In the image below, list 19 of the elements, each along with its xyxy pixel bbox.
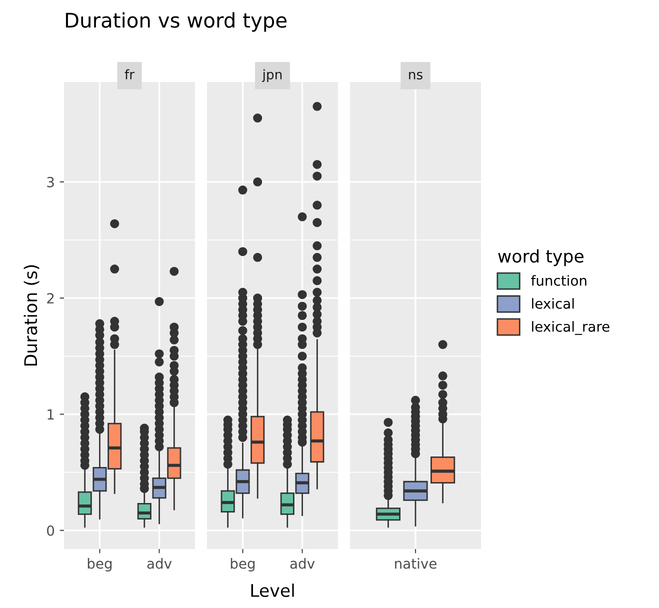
y-tick-label: 2 bbox=[47, 293, 54, 304]
y-tick-label: 0 bbox=[47, 525, 54, 536]
y-axis-title: Duration (s) bbox=[24, 265, 40, 366]
legend-label: lexical_rare bbox=[532, 321, 610, 335]
chart-title: Duration vs word type bbox=[66, 12, 287, 32]
y-tick-label: 3 bbox=[47, 176, 54, 188]
x-axis-title: Level bbox=[251, 584, 294, 598]
legend-label: lexical bbox=[532, 298, 574, 309]
x-tick-label: adv bbox=[147, 558, 172, 569]
chart-subtitle: fr bbox=[124, 69, 135, 80]
x-tick-label: adv bbox=[290, 558, 315, 569]
chart-subtitle: jpn bbox=[262, 69, 282, 82]
x-tick-label: beg bbox=[88, 558, 112, 572]
x-tick-label: beg bbox=[230, 558, 255, 572]
y-tick-label: 1 bbox=[48, 409, 54, 420]
x-tick-label: native bbox=[395, 558, 436, 569]
legend-label: function bbox=[531, 275, 586, 286]
chart-subtitle: ns bbox=[409, 72, 422, 80]
legend-title: word type bbox=[498, 249, 584, 266]
